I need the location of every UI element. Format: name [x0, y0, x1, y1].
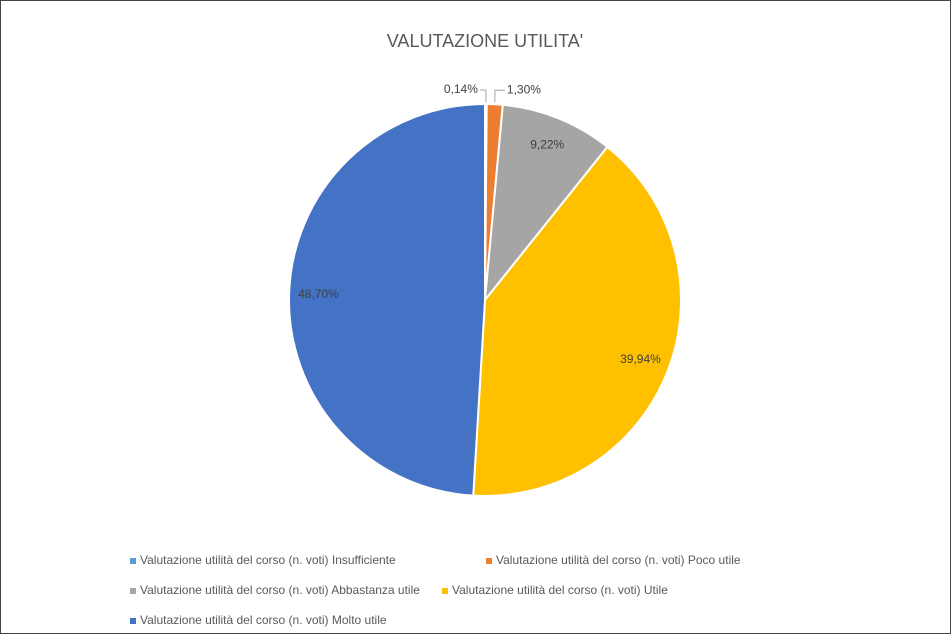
pie-slice: [288, 102, 486, 497]
legend-label: Valutazione utilità del corso (n. voti) …: [140, 553, 396, 567]
legend-swatch: [130, 558, 136, 564]
leader-line: [494, 89, 505, 103]
legend-swatch: [486, 558, 492, 564]
pie-slice: [483, 103, 609, 304]
chart-title: VALUTAZIONE UTILITA': [387, 31, 583, 51]
data-label: 1,30%: [507, 82, 541, 96]
pie-slice: [472, 145, 682, 497]
legend-label: Valutazione utilità del corso (n. voti) …: [496, 553, 741, 567]
data-label: 0,14%: [444, 82, 478, 96]
legend-label: Valutazione utilità del corso (n. voti) …: [140, 613, 387, 627]
legend-label: Valutazione utilità del corso (n. voti) …: [452, 583, 668, 597]
data-label: 48,70%: [298, 287, 339, 301]
data-label: 39,94%: [620, 352, 661, 366]
leader-line: [479, 89, 487, 103]
legend-swatch: [442, 588, 448, 594]
legend-swatch: [130, 588, 136, 594]
legend-label: Valutazione utilità del corso (n. voti) …: [140, 583, 420, 597]
data-label: 9,22%: [530, 138, 564, 152]
legend-swatch: [130, 618, 136, 624]
